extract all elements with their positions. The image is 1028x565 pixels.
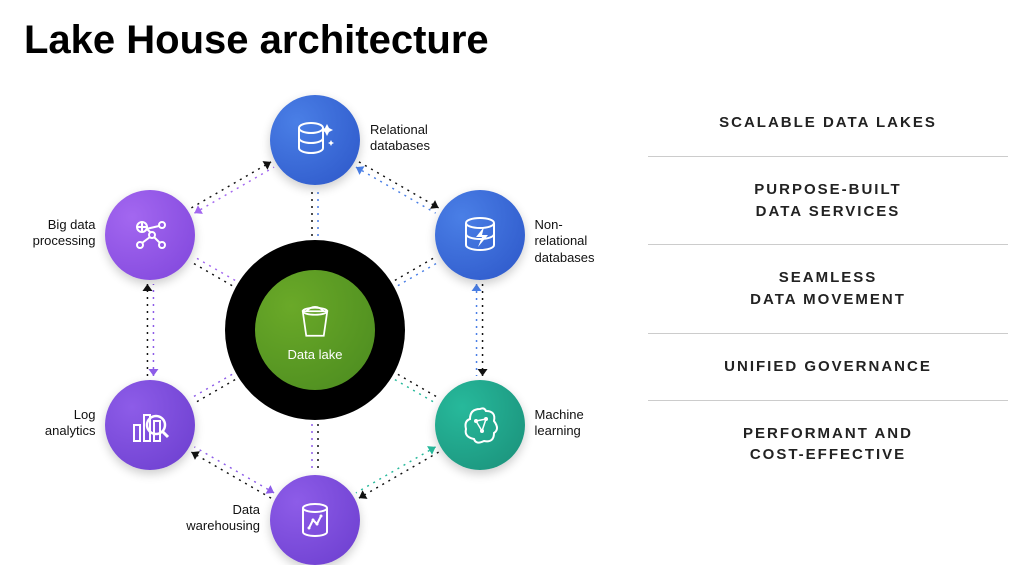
network-icon <box>126 211 174 259</box>
db-stars-icon <box>291 116 339 164</box>
node-warehouse <box>270 475 360 565</box>
feature-item-3: UNIFIED GOVERNANCE <box>648 334 1008 401</box>
brain-icon <box>456 401 504 449</box>
node-label-nonrelational: Non-relationaldatabases <box>535 217 595 266</box>
db-bolt-icon <box>456 211 504 259</box>
node-label-relational: Relationaldatabases <box>370 122 430 155</box>
architecture-diagram: Data lake RelationaldatabasesNon-relatio… <box>30 80 590 560</box>
center-node-data-lake: Data lake <box>255 270 375 390</box>
node-ml <box>435 380 525 470</box>
node-label-log: Loganalytics <box>5 407 95 440</box>
feature-item-0: SCALABLE DATA LAKES <box>648 90 1008 157</box>
node-label-warehouse: Datawarehousing <box>170 502 260 535</box>
feature-item-1: PURPOSE-BUILTDATA SERVICES <box>648 157 1008 246</box>
feature-item-2: SEAMLESSDATA MOVEMENT <box>648 245 1008 334</box>
feature-list: SCALABLE DATA LAKESPURPOSE-BUILTDATA SER… <box>648 90 1008 488</box>
bars-magnify-icon <box>126 401 174 449</box>
node-relational <box>270 95 360 185</box>
feature-item-4: PERFORMANT ANDCOST-EFFECTIVE <box>648 401 1008 489</box>
page-title: Lake House architecture <box>24 18 489 63</box>
node-label-bigdata: Big dataprocessing <box>5 217 95 250</box>
bucket-icon <box>294 299 336 341</box>
node-bigdata <box>105 190 195 280</box>
node-log <box>105 380 195 470</box>
node-label-ml: Machinelearning <box>535 407 584 440</box>
center-node-label: Data lake <box>288 347 343 362</box>
cylinder-chart-icon <box>291 496 339 544</box>
node-nonrelational <box>435 190 525 280</box>
